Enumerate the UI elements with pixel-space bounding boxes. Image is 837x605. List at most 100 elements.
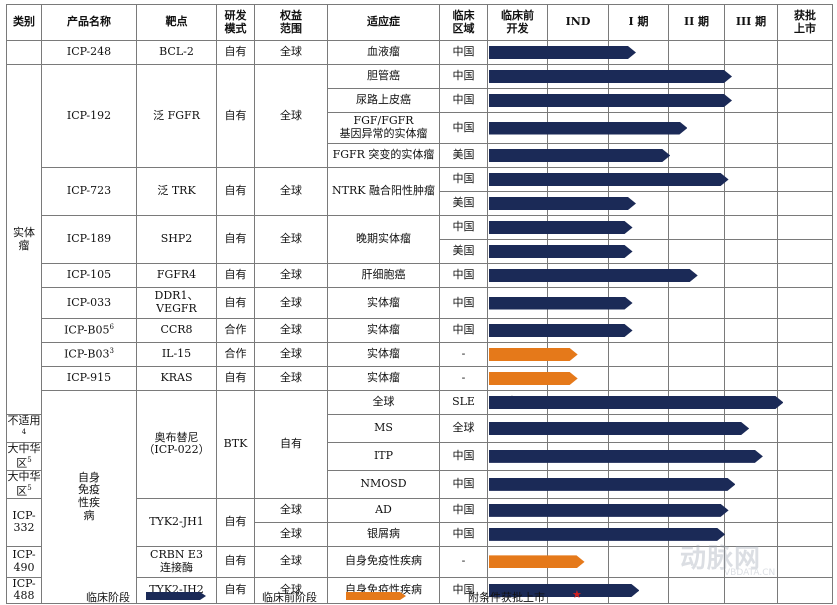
product-cell: ICP-723 [41,167,137,216]
product-cell: ICP-192 [41,64,137,168]
product-cell: ICP-033 [41,287,137,319]
rights-cell: 大中华区5 [6,469,42,499]
model-cell: 合作 [216,318,255,343]
watermark-url: VBDATA.CN [724,568,776,578]
rights-cell: 全球 [254,342,328,367]
model-cell: 自有 [216,167,255,216]
rights-cell: 不适用4 [6,414,42,443]
indication-cell: 胆管癌 [327,64,440,89]
header-ind: IND [547,4,609,41]
indication-cell: 血液瘤 [327,40,440,65]
product-cell: 奥布替尼 （ICP-022） [136,390,217,499]
region-cell: 美国 [439,143,488,168]
legend-preclinical-swatch [346,592,406,600]
table-row: 大中华区5 NMOSD 中国 [6,469,833,499]
target-cell: SHP2 [136,215,217,264]
rights-cell: 全球 [254,287,328,319]
model-cell: 自有 [254,390,328,499]
model-cell: 自有 [216,40,255,65]
region-cell: 中国 [439,215,488,240]
region-cell: 中国 [439,576,488,605]
header-category: 类别 [6,4,42,41]
region-cell: - [439,342,488,367]
product-name: ICP-B05 [64,324,110,337]
footnote-marker: 5 [27,483,32,492]
indication-cell: AD [327,497,440,523]
table-row: ICP-033 DDR1、 VEGFR 自有 全球 实体瘤 中国 [7,287,833,319]
watermark-name: 动脉网 [680,544,762,574]
rights-cell: 全球 [254,263,328,288]
table-row: 实体 瘤 ICP-192 泛 FGFR 自有 全球 胆管癌 中国 [6,64,833,415]
indication-cell: 晚期实体瘤 [327,215,440,264]
indication-cell: 尿路上皮癌 [327,88,440,113]
model-cell: 自有 [216,215,255,264]
model-cell: 自有 [216,366,255,391]
legend-preclinical-label: 临床前阶段 [262,591,317,604]
product-cell: ICP-B033 [41,342,137,367]
rights-cell: 全球 [254,167,328,216]
model-cell: 自有 [216,64,255,168]
model-cell: 自有 [216,576,255,605]
rights-cell: 全球 [254,497,328,523]
target-cell: FGFR4 [136,263,217,288]
product-name: ICP-B03 [64,348,110,361]
header-region: 临床 区域 [439,4,488,41]
region-cell: 中国 [439,287,488,319]
rights-cell: 全球 [327,390,440,415]
watermark: 动脉网 VBDATA.CN [680,540,830,580]
header-row: 类别 产品名称 靶点 研发 模式 权益 范围 适应症 临床 区域 临床前 开发 … [6,4,833,41]
indication-cell: NTRK 融合阳性肿瘤 [327,167,440,216]
indication-cell: ITP [327,441,440,471]
table-row: 美国 [7,191,833,216]
header-product: 产品名称 [41,4,137,41]
product-cell: ICP-488 [6,576,42,605]
legend-clinical-swatch [146,592,206,600]
model-cell: 自有 [216,545,255,578]
table-row: ICP-723 泛 TRK 自有 全球 NTRK 融合阳性肿瘤 中国 [7,167,833,216]
header-phase1: I 期 [608,4,669,41]
table-row: ICP-B033 IL-15 合作 全球 实体瘤 - [7,342,833,367]
rights-cell: 全球 [254,366,328,391]
target-cell: 泛 TRK [136,167,217,216]
product-cell: ICP-105 [41,263,137,288]
rights-cell: 全球 [254,215,328,264]
rights-text: 不适用 [7,414,41,427]
indication-cell: 实体瘤 [327,287,440,319]
region-cell: 中国 [487,390,548,415]
rights-cell: 全球 [254,318,328,343]
category-cell [6,40,42,65]
target-cell: CRBN E3 连接酶 [136,545,217,578]
region-cell: 中国 [439,441,488,471]
indication-cell: FGFR 突变的实体瘤 [327,143,440,168]
rights-cell: 全球 [254,64,328,168]
header-preclinical: 临床前 开发 [487,4,548,41]
region-cell: 中国 [439,167,488,192]
pipeline-table: 类别 产品名称 靶点 研发 模式 权益 范围 适应症 临床 区域 临床前 开发 … [6,4,833,605]
header-rights: 权益 范围 [254,4,328,41]
model-cell: 自有 [216,287,255,319]
region-cell: 中国 [439,88,488,113]
indication-cell: 自身免疫性疾病 [327,545,440,578]
target-cell: DDR1、 VEGFR [136,287,217,319]
indication-cell: 实体瘤 [327,342,440,367]
rights-text: 大中华区 [7,469,41,498]
target-cell: BCL-2 [136,40,217,65]
footnote-marker: 5 [27,455,32,464]
region-cell: 中国 [439,497,488,523]
header-model: 研发 模式 [216,4,255,41]
region-cell: 中国 [439,318,488,343]
header-phase2: II 期 [668,4,725,41]
indication-cell: 银屑病 [327,521,440,547]
table-row: ICP-189 SHP2 自有 全球 晚期实体瘤 中国 [7,215,833,264]
region-cell: 中国 [439,263,488,288]
indication-cell: 肝细胞癌 [327,263,440,288]
target-cell: IL-15 [136,342,217,367]
product-cell: ICP-332 [6,497,42,547]
legend-conditional-label: 附条件获批上市 [468,591,545,604]
category-cell: 实体 瘤 [6,64,42,415]
header-approved: 获批 上市 [777,4,833,41]
indication-cell: 实体瘤 [327,318,440,343]
footnote-marker: 4 [21,427,27,436]
region-cell: 全球 [439,414,488,443]
legend: 临床阶段 临床前阶段 附条件获批上市 ★ [0,588,837,604]
